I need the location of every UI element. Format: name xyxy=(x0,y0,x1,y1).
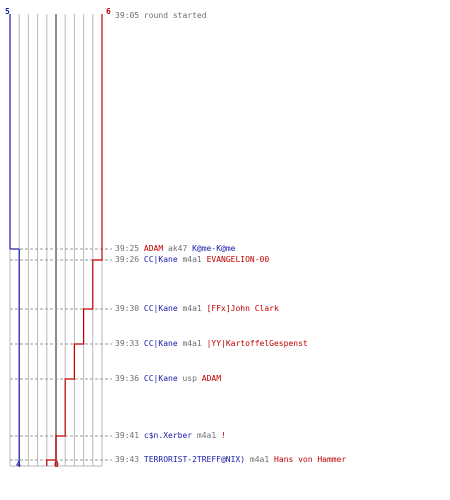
log-entry-round-start: 39:05 round started xyxy=(115,11,207,21)
victim-name: [FFx]John Clark xyxy=(206,304,279,313)
log-entry: 39:36 CC|Kane usp ADAM xyxy=(115,374,221,384)
t-end-count: 0 xyxy=(54,460,59,469)
killer-name: TERRORIST-2TREFF@NIX) xyxy=(143,455,246,464)
log-time: 39:33 xyxy=(115,339,140,348)
victim-name: K@me-K@me xyxy=(192,244,236,253)
weapon-name: m4a1 xyxy=(182,339,202,348)
weapon-name: m4a1 xyxy=(249,455,270,464)
killer-name: CC|Kane xyxy=(143,374,178,383)
log-entry: 39:43 TERRORIST-2TREFF@NIX) m4a1 Hans vo… xyxy=(115,455,346,465)
killer-name: ADAM xyxy=(143,244,164,253)
victim-name: ! xyxy=(221,431,226,440)
log-time: 39:30 xyxy=(115,304,140,313)
victim-name: |YY|KartoffelGespenst xyxy=(206,339,308,348)
victim-name: ADAM xyxy=(201,374,222,383)
team-step-lines xyxy=(9,14,103,466)
log-entry: 39:26 CC|Kane m4a1 EVANGELION-00 xyxy=(115,255,269,265)
ct-end-count: 4 xyxy=(16,460,21,469)
t-alive-line xyxy=(46,14,103,466)
log-entry: 39:30 CC|Kane m4a1 [FFx]John Clark xyxy=(115,304,279,314)
log-time: 39:26 xyxy=(115,255,140,264)
t-start-count: 6 xyxy=(106,7,111,16)
weapon-name: ak47 xyxy=(168,244,188,253)
weapon-name: m4a1 xyxy=(196,431,217,440)
log-time: 39:43 xyxy=(115,455,140,464)
weapon-name: m4a1 xyxy=(182,255,202,264)
weapon-name: m4a1 xyxy=(182,304,202,313)
log-time: 39:05 xyxy=(115,11,140,20)
round-start-text: round started xyxy=(143,11,207,20)
log-time: 39:36 xyxy=(115,374,140,383)
victim-name: EVANGELION-00 xyxy=(206,255,270,264)
killer-name: CC|Kane xyxy=(143,255,178,264)
log-entry: 39:41 c$n.Xerber m4a1 ! xyxy=(115,431,226,441)
log-time: 39:41 xyxy=(115,431,140,440)
killer-name: c$n.Xerber xyxy=(143,431,193,440)
log-entry: 39:33 CC|Kane m4a1 |YY|KartoffelGespenst xyxy=(115,339,308,349)
ct-start-count: 5 xyxy=(5,7,10,16)
killer-name: CC|Kane xyxy=(143,339,178,348)
log-time: 39:25 xyxy=(115,244,140,253)
log-entry: 39:25 ADAM ak47 K@me-K@me xyxy=(115,244,235,254)
weapon-name: usp xyxy=(182,374,197,383)
victim-name: Hans von Hammer xyxy=(274,455,347,464)
killer-name: CC|Kane xyxy=(143,304,178,313)
